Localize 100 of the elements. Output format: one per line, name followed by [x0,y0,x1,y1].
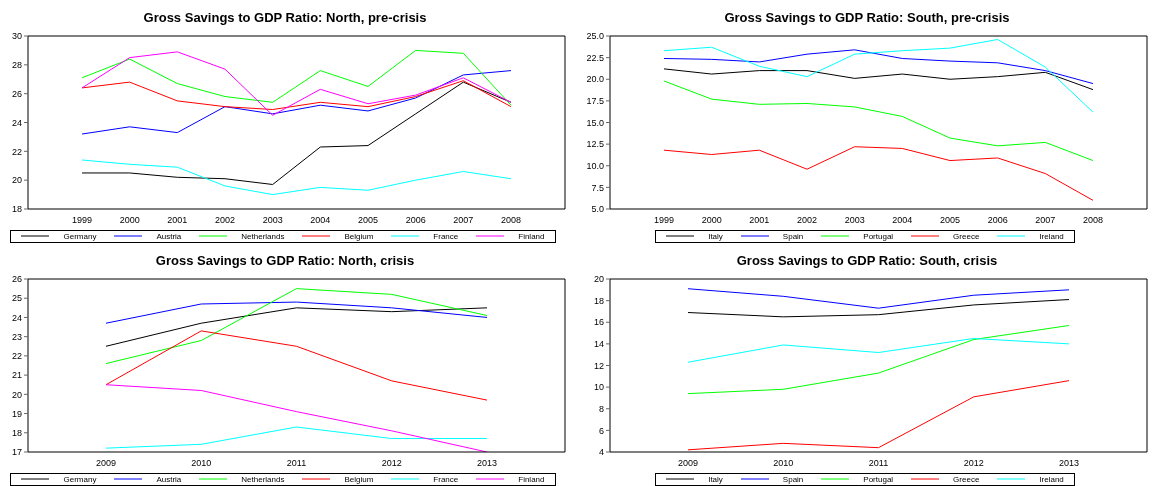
line-series [81,51,512,116]
chart-title: Gross Savings to GDP Ratio: North, crisis [154,253,416,268]
legend-label: Finland [518,474,545,484]
legend-label: Finland [518,231,545,241]
line-series [105,426,488,449]
line-series [105,288,488,365]
x-tick-label: 2009 [95,458,117,469]
x-tick-label: 2004 [892,215,913,226]
legend-label: Ireland [1039,474,1064,484]
line-series [663,49,1094,85]
x-tick-label: 1999 [653,215,675,226]
y-tick-label: 19 [11,408,22,419]
legend-label: Portugal [863,474,894,484]
x-tick-label: 2004 [310,215,331,226]
line-series [663,80,1094,162]
y-tick-label: 17.5 [586,96,604,107]
line-series [663,38,1094,113]
line-series [81,159,512,196]
line-series [81,80,512,111]
line-series [687,288,1070,309]
line-series [105,307,488,347]
legend-label: Belgium [344,231,374,241]
y-tick-label: 18 [11,204,22,215]
legend-label: Spain [782,231,804,241]
legend-label: Belgium [344,474,374,484]
legend-label: Greece [953,231,980,241]
x-tick-label: 2012 [963,458,984,469]
x-tick-label: 2006 [987,215,1008,226]
x-tick-label: 2001 [749,215,770,226]
y-tick-label: 7.5 [591,182,604,193]
x-tick-label: 2000 [701,215,722,226]
y-tick-label: 4 [598,447,604,458]
x-tick-label: 2010 [773,458,794,469]
x-tick-label: 2008 [500,215,522,226]
x-tick-label: 2012 [381,458,402,469]
y-tick-label: 20 [11,175,22,186]
y-tick-label: 26 [11,88,22,99]
line-series [81,49,512,106]
chart-title: Gross Savings to GDP Ratio: North, pre-crisis [142,10,428,25]
line-series [81,70,512,135]
x-tick-label: 2007 [1035,215,1056,226]
y-tick-label: 21 [11,370,22,381]
x-tick-label: 2003 [262,215,283,226]
y-tick-label: 20 [11,389,22,400]
legend-label: Netherlands [241,474,285,484]
y-tick-label: 15.0 [586,117,604,128]
y-tick-label: 24 [11,117,22,128]
legend-label: Italy [708,474,723,484]
chart-title: Gross Savings to GDP Ratio: South, pre-crisis [723,10,1011,25]
line-series [663,68,1094,91]
y-tick-label: 22 [11,351,22,362]
y-tick-label: 8 [598,403,604,414]
x-tick-label: 1999 [71,215,93,226]
x-tick-label: 2000 [119,215,140,226]
line-series [663,146,1094,201]
y-tick-label: 20 [593,274,604,285]
y-tick-label: 22 [11,146,22,157]
x-tick-label: 2013 [476,458,498,469]
x-tick-label: 2002 [796,215,818,226]
x-tick-label: 2010 [191,458,212,469]
x-tick-label: 2013 [1058,458,1080,469]
x-tick-label: 2011 [286,458,307,469]
line-series [687,380,1070,451]
legend-label: Greece [953,474,980,484]
y-tick-label: 12.5 [586,139,604,150]
y-tick-label: 25 [11,293,22,304]
legend-label: France [433,474,459,484]
x-tick-label: 2003 [844,215,865,226]
legend-label: Austria [156,231,182,241]
x-tick-label: 2006 [405,215,426,226]
y-tick-label: 26 [11,274,22,285]
legend-label: France [433,231,459,241]
y-tick-label: 5.0 [591,204,604,215]
y-tick-label: 6 [598,425,604,436]
legend-label: Germany [63,474,97,484]
x-tick-label: 2008 [1082,215,1104,226]
y-tick-label: 22.5 [586,52,604,63]
y-tick-label: 18 [593,295,604,306]
y-tick-label: 16 [593,317,604,328]
y-tick-label: 28 [11,60,22,71]
y-tick-label: 10 [593,382,604,393]
x-tick-label: 2005 [357,215,379,226]
x-tick-label: 2009 [677,458,699,469]
y-tick-label: 18 [11,427,22,438]
y-tick-label: 30 [11,31,22,42]
line-series [687,337,1070,363]
legend-label: Germany [63,231,97,241]
y-tick-label: 25.0 [586,31,604,42]
legend-label: Spain [782,474,804,484]
x-tick-label: 2007 [453,215,474,226]
x-tick-label: 2011 [868,458,889,469]
legend-label: Austria [156,474,182,484]
legend-label: Portugal [863,231,894,241]
y-tick-label: 12 [593,360,604,371]
legend-label: Italy [708,231,723,241]
legend-label: Netherlands [241,231,285,241]
y-tick-label: 24 [11,312,22,323]
chart-title: Gross Savings to GDP Ratio: South, crisis [735,253,999,268]
line-series [687,299,1070,318]
line-series [105,301,488,324]
